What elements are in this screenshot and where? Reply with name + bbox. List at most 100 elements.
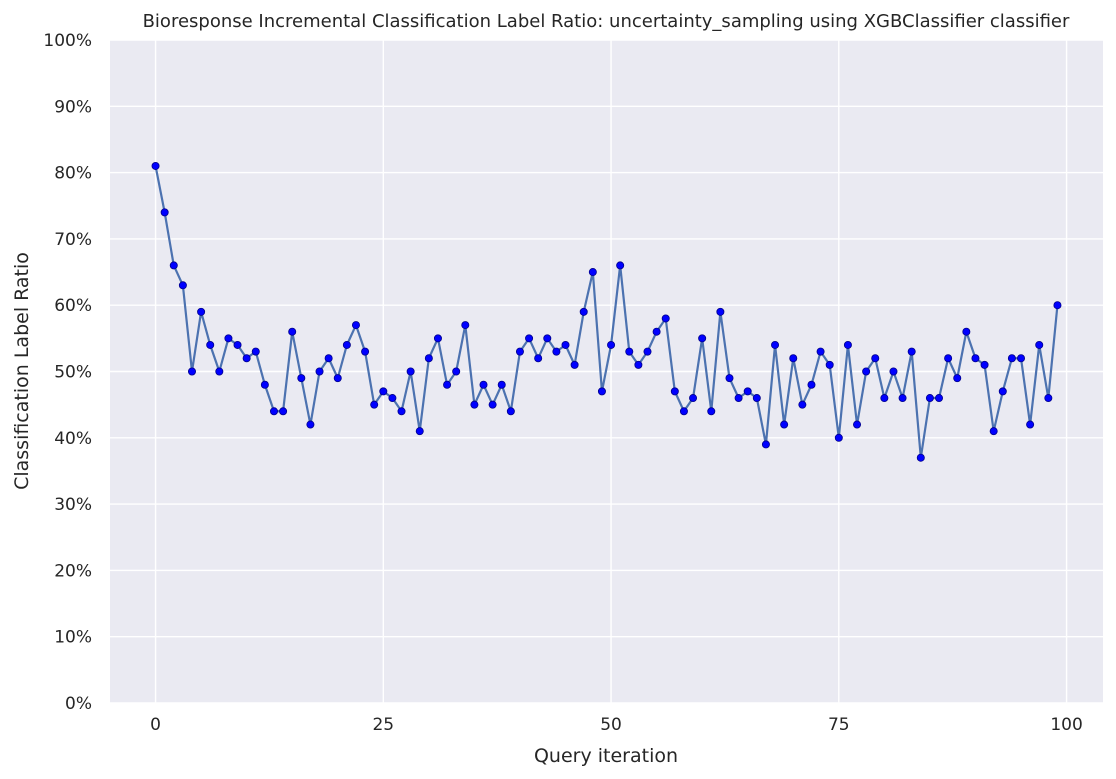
data-point [534, 354, 543, 363]
data-point [916, 453, 925, 462]
data-point [734, 394, 743, 403]
data-point [169, 261, 178, 270]
data-point [771, 340, 780, 349]
markers-group [151, 161, 1062, 462]
data-point [570, 360, 579, 369]
data-point [825, 360, 834, 369]
y-tick-label: 100% [43, 31, 92, 51]
x-axis: 0 25 50 75 100 [150, 715, 1083, 735]
data-point [297, 374, 306, 383]
data-point [925, 394, 934, 403]
data-point [980, 360, 989, 369]
data-point [679, 407, 688, 416]
y-tick-label: 80% [54, 164, 92, 184]
data-point [379, 387, 388, 396]
data-point [479, 380, 488, 389]
data-point [470, 400, 479, 409]
data-point [1026, 420, 1035, 429]
data-point [452, 367, 461, 376]
data-point [1035, 340, 1044, 349]
data-point [279, 407, 288, 416]
data-point [351, 321, 360, 330]
data-point [333, 374, 342, 383]
data-point [998, 387, 1007, 396]
data-point [424, 354, 433, 363]
data-point [506, 407, 515, 416]
data-point [315, 367, 324, 376]
data-point [898, 394, 907, 403]
x-tick-label: 25 [372, 715, 394, 735]
data-point [579, 307, 588, 316]
data-point [871, 354, 880, 363]
data-point [607, 340, 616, 349]
y-tick-label: 10% [54, 628, 92, 648]
data-point [197, 307, 206, 316]
data-point [880, 394, 889, 403]
data-point [251, 347, 260, 356]
chart-title: Bioresponse Incremental Classification L… [143, 11, 1070, 32]
series-line [154, 165, 1059, 459]
data-point [761, 440, 770, 449]
x-tick-label: 0 [150, 715, 161, 735]
data-point [889, 367, 898, 376]
data-point [962, 327, 971, 336]
y-axis: 0% 10% 20% 30% 40% 50% 60% 70% 80% 90% 100% [43, 31, 92, 714]
data-point [206, 340, 215, 349]
y-axis-label: Classification Label Ratio [11, 252, 33, 490]
x-tick-label: 50 [600, 715, 622, 735]
grid [110, 39, 1103, 704]
data-point [834, 433, 843, 442]
data-point [1044, 394, 1053, 403]
data-point [461, 321, 470, 330]
series-line-group [154, 165, 1059, 459]
data-point [752, 394, 761, 403]
data-point [370, 400, 379, 409]
y-tick-label: 40% [54, 429, 92, 449]
data-point [1017, 354, 1026, 363]
data-point [689, 394, 698, 403]
data-point [698, 334, 707, 343]
data-point [151, 161, 160, 170]
data-point [707, 407, 716, 416]
data-point [342, 340, 351, 349]
data-point [242, 354, 251, 363]
data-point [798, 400, 807, 409]
data-point [634, 360, 643, 369]
data-point [488, 400, 497, 409]
data-point [361, 347, 370, 356]
data-point [853, 420, 862, 429]
y-tick-label: 50% [54, 363, 92, 383]
data-point [971, 354, 980, 363]
data-point [807, 380, 816, 389]
data-point [725, 374, 734, 383]
y-tick-label: 70% [54, 230, 92, 250]
data-point [269, 407, 278, 416]
y-tick-label: 30% [54, 495, 92, 515]
data-point [843, 340, 852, 349]
data-point [935, 394, 944, 403]
data-point [661, 314, 670, 323]
data-point [643, 347, 652, 356]
data-point [616, 261, 625, 270]
data-point [989, 427, 998, 436]
data-point [260, 380, 269, 389]
data-point [397, 407, 406, 416]
data-point [515, 347, 524, 356]
data-point [953, 374, 962, 383]
data-point [406, 367, 415, 376]
data-point [443, 380, 452, 389]
data-point [816, 347, 825, 356]
data-point [187, 367, 196, 376]
data-point [160, 208, 169, 217]
data-point [1053, 301, 1062, 310]
data-point [907, 347, 916, 356]
data-point [944, 354, 953, 363]
data-point [1007, 354, 1016, 363]
x-axis-label: Query iteration [534, 745, 678, 767]
data-point [233, 340, 242, 349]
data-point [415, 427, 424, 436]
data-point [224, 334, 233, 343]
data-point [561, 340, 570, 349]
data-point [288, 327, 297, 336]
y-tick-label: 0% [65, 694, 92, 714]
